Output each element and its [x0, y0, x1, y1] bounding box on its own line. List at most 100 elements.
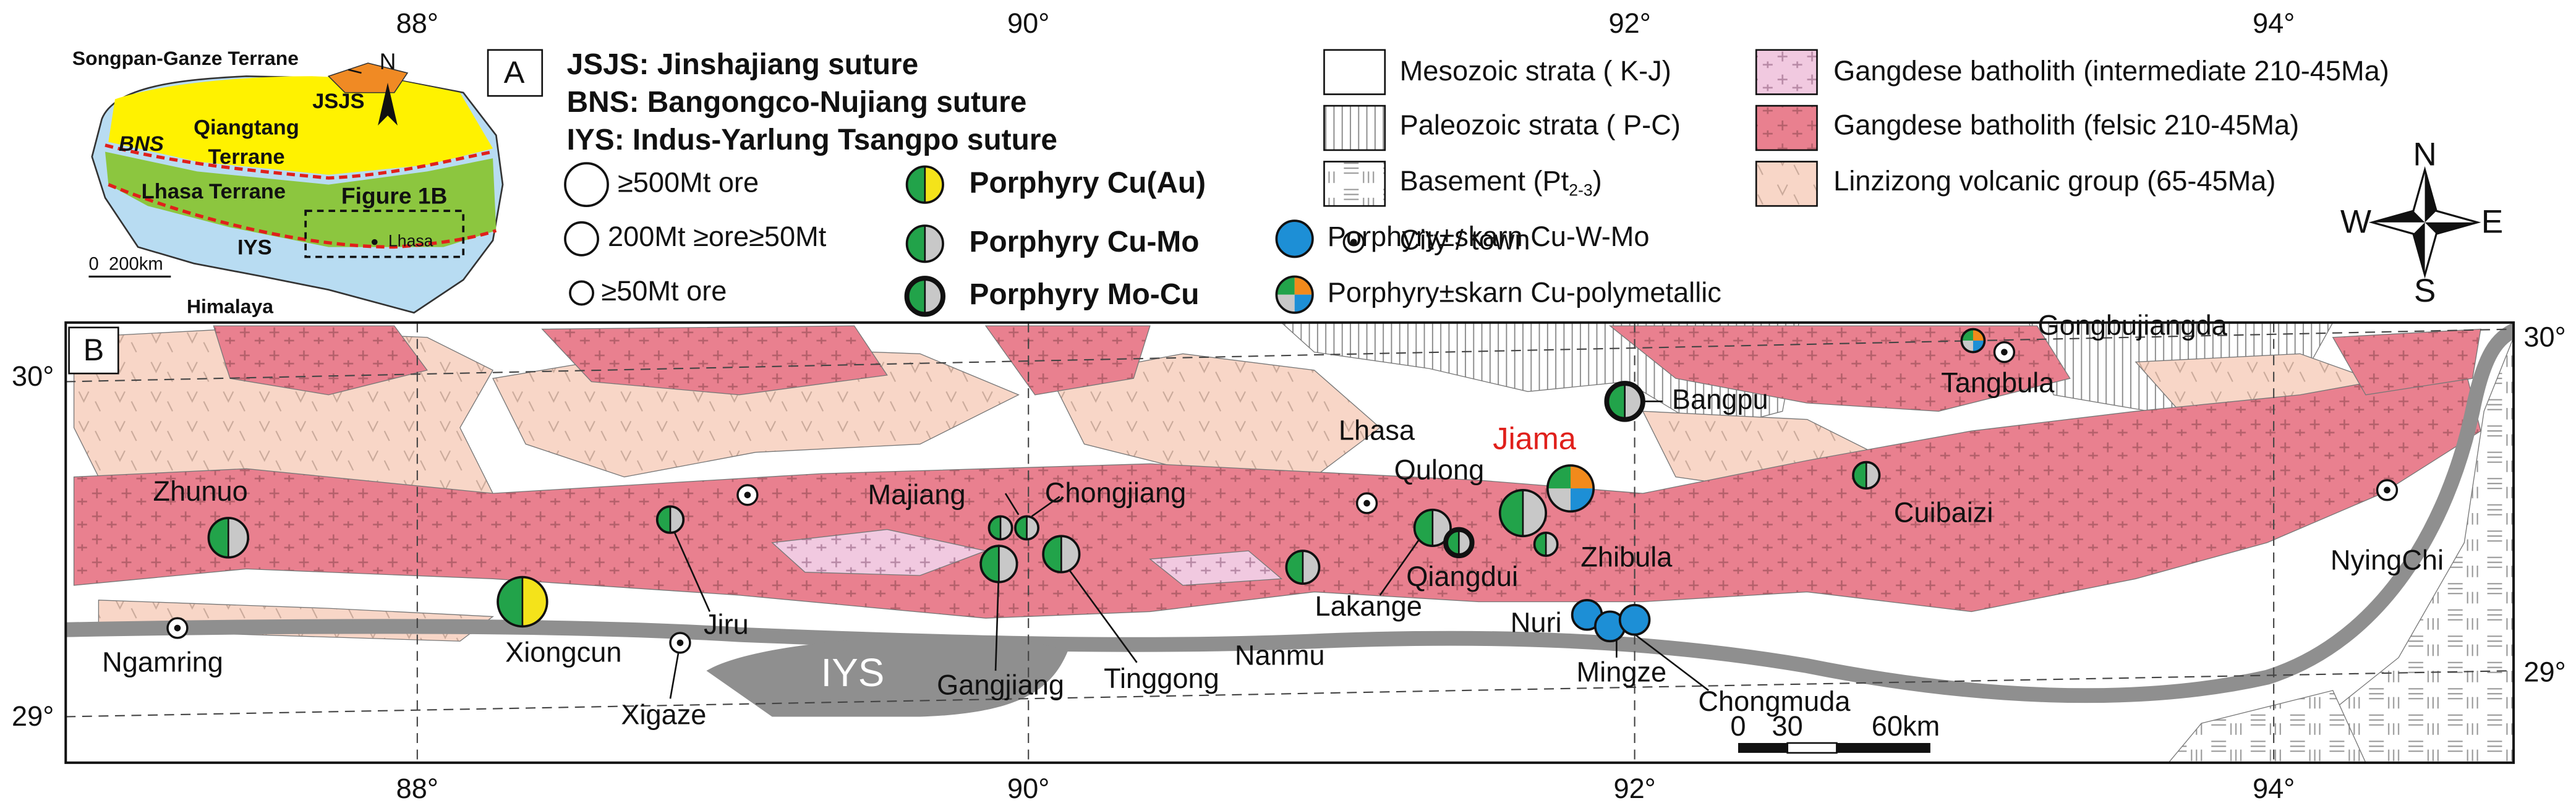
place-label: Qiangdui — [1406, 561, 1518, 592]
deposit-symbol — [904, 276, 946, 317]
deposit-symbol — [1604, 381, 1645, 422]
felsic-area — [73, 365, 2481, 619]
legend-deposits-label: Porphyry±skarn Cu-polymetallic — [1328, 277, 1721, 308]
legend-swatch — [1323, 49, 1386, 95]
deposit-outline — [1960, 328, 1986, 354]
place-label: Xiongcun — [505, 636, 621, 668]
deposit-outline — [1413, 508, 1452, 548]
place-label: Cuibaizi — [1894, 497, 1994, 529]
deposit-fill — [1414, 509, 1433, 546]
legend-swatch — [1323, 161, 1386, 207]
leader-line — [1060, 558, 1138, 663]
legend-sutures-label: JSJS: Jinshajiang suture — [567, 48, 919, 81]
legend-ore-sizes-label: 200Mt ≥ore≥50Mt — [608, 221, 827, 252]
legend-swatch — [1755, 161, 1818, 207]
axes-top-label: 90° — [1007, 7, 1049, 39]
inset-jsjs-label: JSJS — [312, 90, 364, 113]
inset-pointer — [348, 69, 362, 74]
axes-bottom-label: 90° — [1007, 773, 1049, 804]
legend-strata-label: Mesozoic strata ( K-J) — [1400, 55, 1671, 87]
deposit-symbol — [987, 515, 1013, 541]
deposit-fill — [1294, 294, 1313, 313]
deposit-outline — [1852, 461, 1881, 490]
panels-label: B — [83, 332, 104, 367]
deposit-fill — [498, 577, 522, 627]
deposit-symbol — [569, 280, 594, 306]
deposit-outline — [1498, 488, 1547, 538]
deposit-fill — [1015, 516, 1027, 540]
axes-bottom-label: 88° — [396, 773, 438, 804]
place-label: Ngamring — [102, 646, 223, 677]
city-dot — [2001, 349, 2008, 355]
deposit-outline — [1275, 275, 1314, 314]
place-label: Nuri — [1511, 607, 1562, 639]
iys-blob — [706, 635, 1068, 717]
panel-box — [68, 326, 119, 375]
deposit-symbol — [655, 505, 685, 534]
deposit-fill — [906, 166, 925, 203]
deposit-fill — [1286, 551, 1303, 584]
deposit-symbol — [564, 221, 599, 257]
compass-label: N — [2413, 137, 2436, 173]
deposit-outline — [1546, 464, 1595, 513]
deposit-outline — [1618, 603, 1651, 636]
legend-swatch — [1755, 104, 1818, 151]
deposit-outline — [904, 276, 946, 317]
deposit-fill — [1302, 551, 1320, 584]
legend-sutures-label: IYS: Indus-Yarlung Tsangpo suture — [567, 124, 1057, 156]
inset-himalaya-label: Himalaya — [187, 295, 273, 317]
deposit-fill — [1572, 600, 1602, 630]
deposit-fill — [565, 163, 608, 206]
deposit-outline — [564, 221, 599, 257]
axes-left-label: 30° — [12, 360, 54, 392]
legend-batholith-label: Gangdese batholith (intermediate 210-45M… — [1833, 55, 2389, 87]
legend-deposits-label: Porphyry Cu-Mo — [970, 226, 1200, 258]
city-dot — [2384, 486, 2390, 494]
inset-lhasa-terrane-label: Lhasa Terrane — [142, 180, 286, 203]
deposit-fill — [1973, 341, 1985, 352]
deposit-outline — [1285, 550, 1321, 585]
scale-label: 30 — [1772, 710, 1803, 742]
deposit-fill — [1000, 516, 1012, 540]
inset-bns-label: BNS — [119, 132, 164, 156]
axes-left-label: 29° — [12, 700, 54, 732]
axes-right-label: 30° — [2523, 321, 2565, 352]
deposit-symbol — [1042, 535, 1081, 574]
basement-area — [2168, 690, 2366, 763]
inset-lhasa — [105, 151, 497, 247]
deposit-symbol — [1285, 550, 1321, 585]
inset-city — [371, 239, 378, 245]
place-label: Mingze — [1577, 656, 1667, 687]
deposit-symbol — [1618, 603, 1651, 636]
inset-iys-label: IYS — [237, 236, 272, 259]
legend-ore-sizes-label: ≥50Mt ore — [601, 275, 727, 307]
axes-top-label: 94° — [2253, 7, 2295, 39]
legend-volcanic-label: Linzizong volcanic group (65-45Ma) — [1833, 165, 2275, 197]
inset-north-arrow — [378, 82, 398, 126]
place-label: Majiang — [868, 478, 965, 510]
leader-line — [994, 569, 1000, 671]
legend-swatch — [1323, 104, 1386, 151]
basement-area — [2266, 337, 2514, 763]
panels-label: A — [504, 54, 525, 90]
deposit-fill — [1961, 329, 1973, 341]
deposit-symbol — [1533, 532, 1559, 557]
leader-line — [1626, 627, 1709, 692]
deposit-fill — [569, 281, 594, 305]
deposit-fill — [1973, 329, 1985, 341]
deposit-outline — [1604, 381, 1645, 422]
compass-label: E — [2481, 203, 2503, 240]
deposit-outline — [987, 515, 1013, 541]
deposit-fill — [1853, 462, 1867, 489]
deposit-symbol — [979, 545, 1018, 584]
inset-qiangtang-label: Terrane — [208, 145, 285, 169]
deposit-symbol — [1546, 464, 1595, 513]
city-dot — [1363, 499, 1370, 507]
compass-rose-fill — [2372, 169, 2478, 275]
deposit-outline — [905, 165, 944, 204]
leader-line — [1031, 496, 1060, 517]
scale-label: 60km — [1872, 710, 1940, 742]
inset-qiangtang-label: Qiangtang — [194, 116, 299, 139]
compass-label: W — [2340, 203, 2371, 240]
legend-deposits-label: Porphyry±skarn Cu-W-Mo — [1328, 221, 1650, 252]
